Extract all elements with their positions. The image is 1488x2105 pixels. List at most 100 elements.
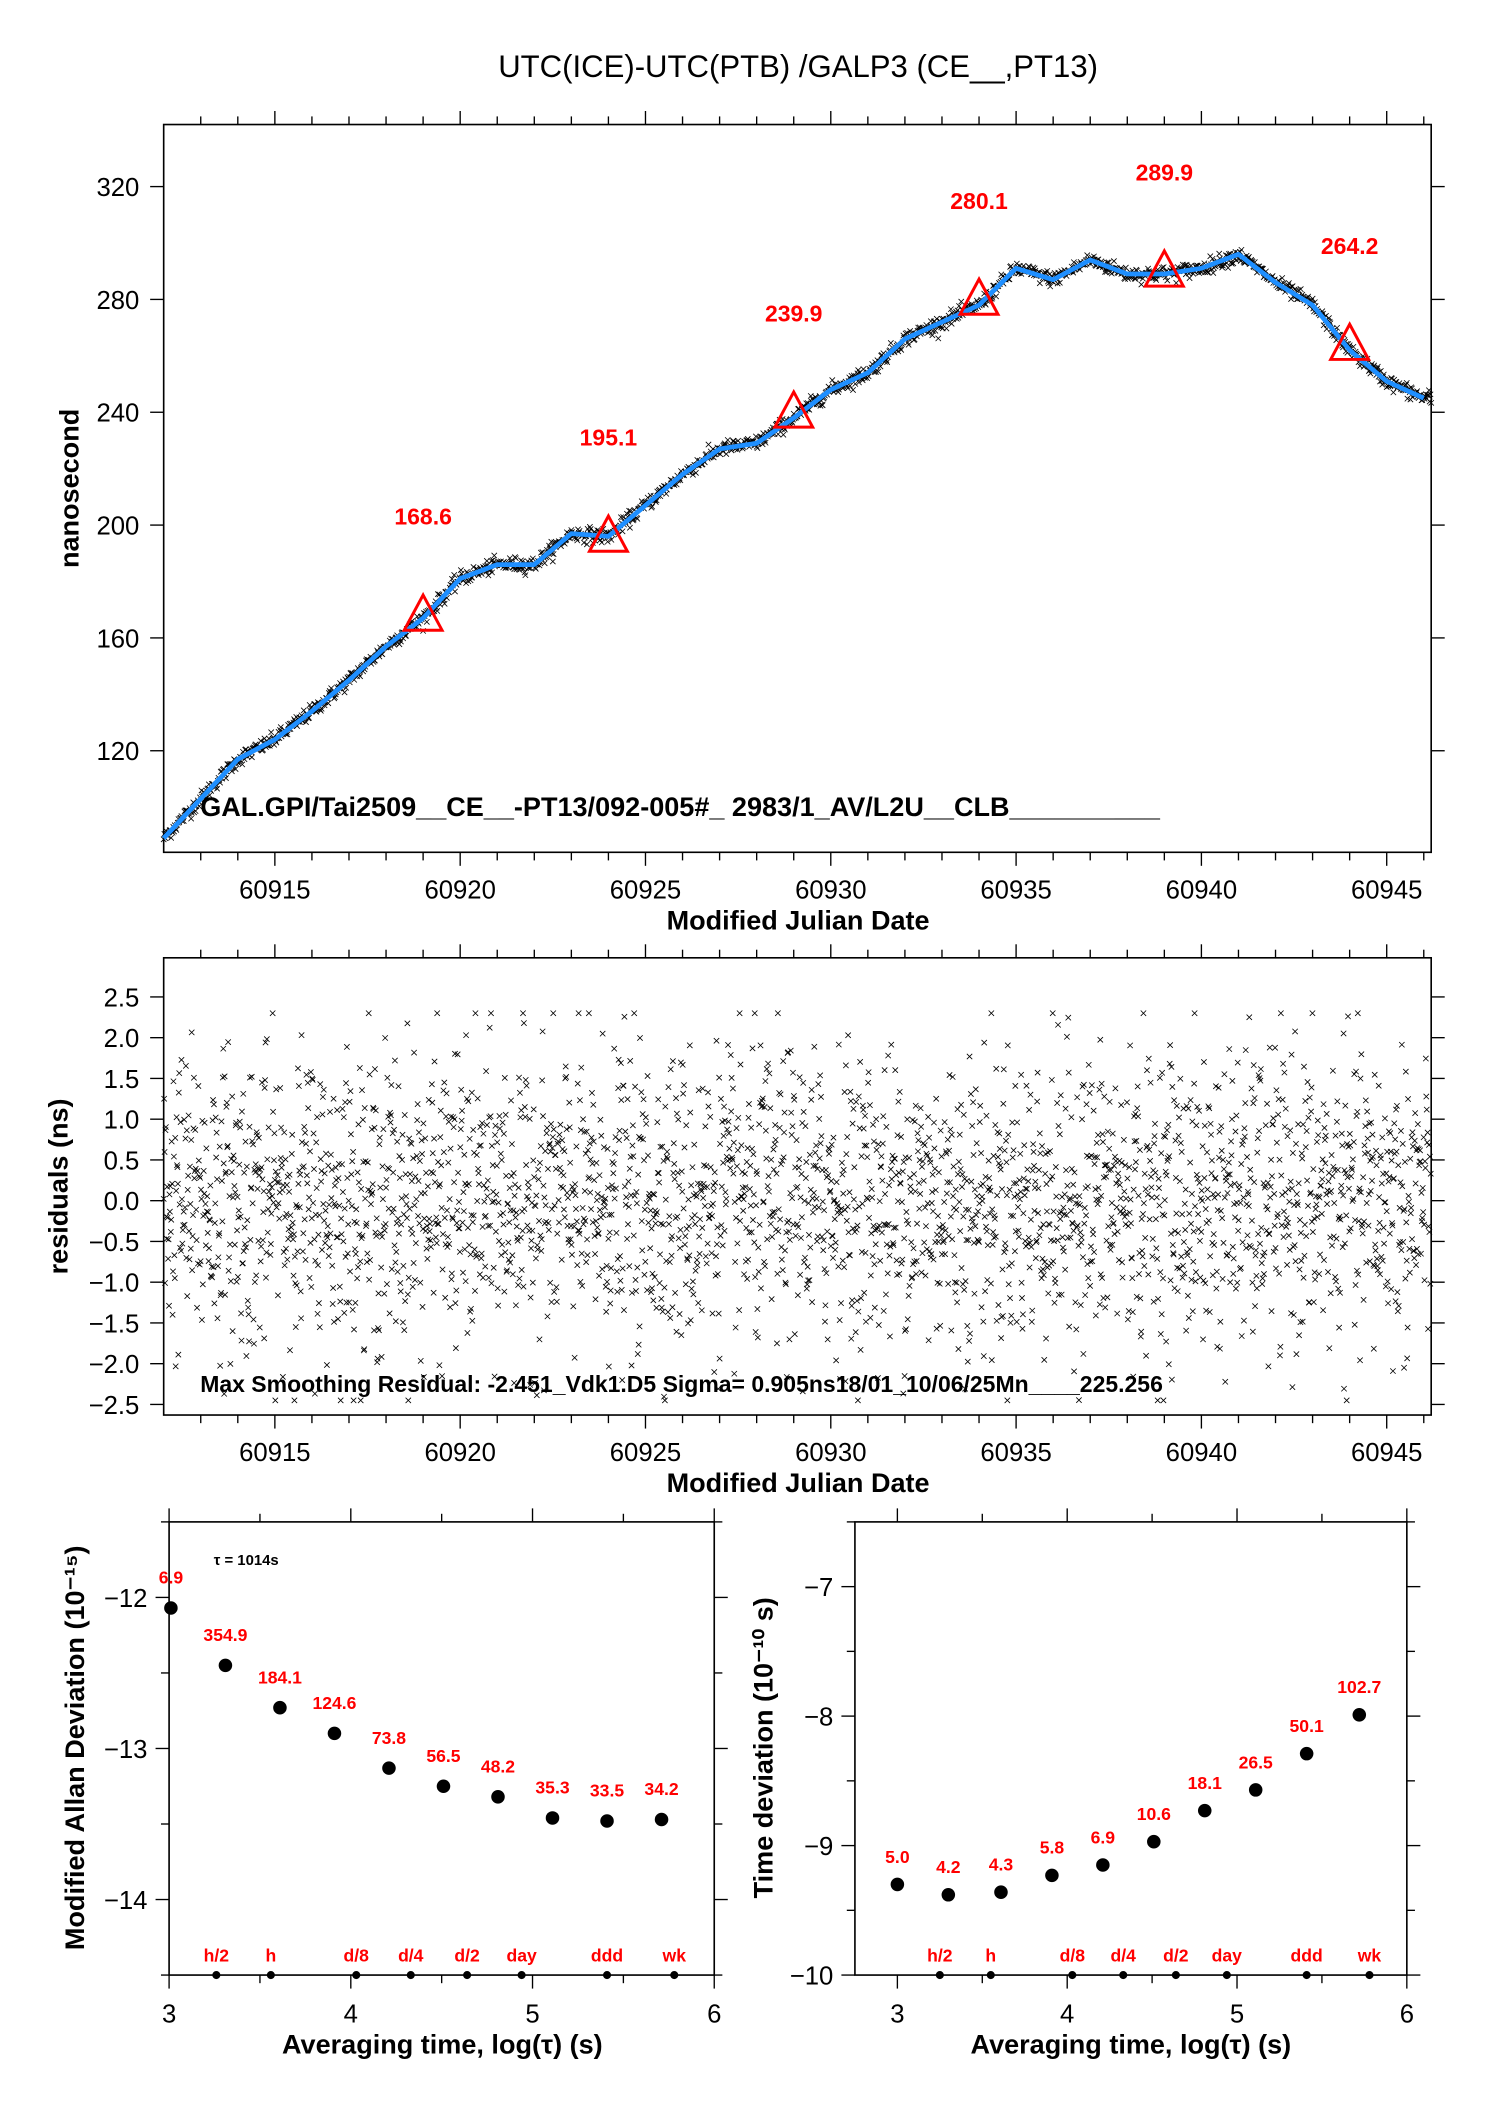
residual-point bbox=[981, 1039, 988, 1046]
residual-point bbox=[414, 1101, 421, 1108]
residual-point bbox=[997, 1166, 1004, 1173]
residual-point bbox=[795, 1224, 802, 1231]
residual-point bbox=[1008, 1312, 1015, 1319]
residual-point bbox=[1119, 1274, 1126, 1281]
residual-point bbox=[1148, 1194, 1155, 1201]
residual-point bbox=[345, 1197, 352, 1204]
residual-point bbox=[883, 1241, 890, 1248]
residual-point bbox=[1075, 1397, 1082, 1404]
residual-point bbox=[995, 1301, 1002, 1308]
residual-point bbox=[302, 1129, 309, 1136]
residual-point bbox=[1275, 1111, 1282, 1118]
residual-point bbox=[576, 1230, 583, 1237]
residual-point bbox=[630, 1153, 637, 1160]
residual-point bbox=[867, 1314, 874, 1321]
residual-point bbox=[858, 1295, 865, 1302]
time-marker bbox=[986, 1971, 995, 1980]
residual-point bbox=[473, 1151, 480, 1158]
residual-point bbox=[995, 1154, 1002, 1160]
data-point bbox=[1138, 281, 1145, 288]
deviation-point bbox=[1299, 1746, 1314, 1761]
residual-point bbox=[1418, 1189, 1425, 1196]
residual-point bbox=[819, 1198, 826, 1205]
residual-point bbox=[1144, 1142, 1151, 1149]
residual-point bbox=[427, 1220, 434, 1227]
residual-point bbox=[1078, 1239, 1085, 1246]
residual-point bbox=[492, 1228, 499, 1235]
residual-point bbox=[1374, 1267, 1381, 1274]
residual-point bbox=[989, 1241, 996, 1248]
residual-point bbox=[659, 1143, 666, 1150]
residual-point bbox=[598, 1132, 605, 1139]
residual-point bbox=[1343, 1397, 1350, 1404]
residual-point bbox=[1249, 1328, 1256, 1335]
residual-point bbox=[244, 1217, 251, 1224]
residual-point bbox=[1207, 1120, 1214, 1127]
residual-point bbox=[258, 1243, 265, 1250]
residual-point bbox=[463, 1032, 470, 1039]
residual-point bbox=[1260, 1270, 1267, 1277]
residual-point bbox=[1115, 1170, 1122, 1177]
residual-point bbox=[1188, 1276, 1195, 1283]
residual-point bbox=[771, 1208, 778, 1215]
residual-point bbox=[435, 1221, 442, 1228]
residual-point bbox=[850, 1225, 857, 1232]
residual-point bbox=[551, 1288, 558, 1295]
residual-point bbox=[1318, 1167, 1325, 1174]
residual-point bbox=[1289, 1384, 1296, 1391]
residual-point bbox=[222, 1170, 229, 1177]
residual-point bbox=[1001, 1249, 1008, 1256]
residual-point bbox=[1035, 1210, 1042, 1217]
residual-point bbox=[644, 1287, 651, 1294]
residual-point bbox=[870, 1138, 877, 1145]
residual-point bbox=[1353, 1068, 1360, 1075]
residual-point bbox=[195, 1083, 202, 1090]
residual-point bbox=[1387, 1130, 1394, 1137]
residual-point bbox=[920, 1177, 927, 1184]
residual-point bbox=[1219, 1275, 1226, 1282]
residual-point bbox=[1155, 1175, 1162, 1182]
deviation-point bbox=[491, 1790, 505, 1804]
data-point bbox=[829, 377, 836, 384]
residual-point bbox=[661, 1393, 668, 1400]
residual-point bbox=[779, 1157, 786, 1164]
residual-point bbox=[169, 1311, 176, 1318]
residual-point bbox=[321, 1217, 328, 1224]
residual-point bbox=[1266, 1044, 1273, 1051]
residual-point bbox=[399, 1156, 406, 1163]
residual-point bbox=[1288, 1185, 1295, 1192]
residual-point bbox=[319, 1246, 325, 1253]
data-point bbox=[451, 572, 458, 579]
residual-point bbox=[1117, 1195, 1124, 1202]
residual-point bbox=[659, 1308, 666, 1315]
residual-point bbox=[894, 1132, 901, 1139]
residual-point bbox=[1307, 1190, 1314, 1197]
data-point bbox=[303, 719, 309, 726]
residual-point bbox=[1166, 1153, 1173, 1160]
residual-point bbox=[474, 1198, 481, 1205]
residual-point bbox=[1245, 1191, 1252, 1198]
residual-point bbox=[1007, 1295, 1014, 1302]
residual-point bbox=[259, 1176, 266, 1183]
residual-point bbox=[327, 1230, 334, 1237]
residual-point bbox=[982, 1173, 989, 1180]
residual-point bbox=[912, 1102, 919, 1109]
residual-point bbox=[1173, 1102, 1180, 1109]
deviation-point bbox=[890, 1877, 905, 1892]
residual-point bbox=[1329, 1067, 1336, 1074]
residual-point bbox=[915, 1137, 922, 1144]
residual-point bbox=[486, 1024, 493, 1031]
residual-point bbox=[775, 1206, 782, 1213]
residual-point bbox=[401, 1327, 408, 1334]
residual-point bbox=[367, 1201, 374, 1208]
data-point bbox=[1374, 363, 1381, 370]
residual-point bbox=[1035, 1167, 1042, 1173]
residual-point bbox=[791, 1331, 798, 1338]
residual-point bbox=[797, 1234, 804, 1241]
residual-point bbox=[1311, 1269, 1318, 1276]
y-tick-label: −13 bbox=[104, 1736, 148, 1764]
residual-point bbox=[389, 1209, 396, 1216]
residual-point bbox=[436, 1181, 443, 1188]
residual-point bbox=[301, 1216, 308, 1223]
residual-point bbox=[1159, 1211, 1166, 1218]
